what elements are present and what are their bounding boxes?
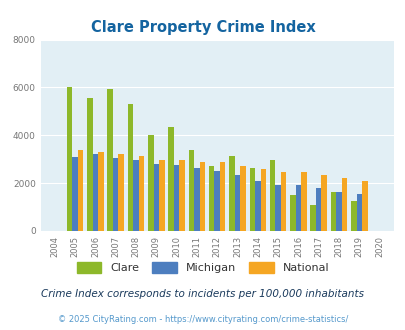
Bar <box>335 192 341 231</box>
Bar <box>159 160 164 231</box>
Bar <box>107 89 113 231</box>
Bar <box>269 160 275 231</box>
Bar <box>356 194 361 231</box>
Bar <box>179 160 184 231</box>
Bar <box>229 156 234 231</box>
Bar <box>220 162 225 231</box>
Bar <box>72 157 78 231</box>
Bar <box>133 160 139 231</box>
Bar <box>350 201 356 231</box>
Bar <box>173 165 179 231</box>
Bar <box>321 175 326 231</box>
Legend: Clare, Michigan, National: Clare, Michigan, National <box>71 256 334 279</box>
Bar <box>260 169 265 231</box>
Bar <box>275 185 280 231</box>
Bar <box>128 104 133 231</box>
Bar <box>254 181 260 231</box>
Bar <box>301 172 306 231</box>
Bar <box>341 178 346 231</box>
Bar <box>139 156 144 231</box>
Bar <box>209 166 214 231</box>
Bar <box>78 150 83 231</box>
Bar <box>199 162 205 231</box>
Bar <box>295 185 301 231</box>
Text: Crime Index corresponds to incidents per 100,000 inhabitants: Crime Index corresponds to incidents per… <box>41 289 364 299</box>
Text: Clare Property Crime Index: Clare Property Crime Index <box>90 20 315 35</box>
Bar <box>188 150 194 231</box>
Bar <box>290 195 295 231</box>
Bar <box>153 164 159 231</box>
Bar <box>168 127 173 231</box>
Bar <box>118 154 124 231</box>
Bar <box>310 205 315 231</box>
Bar <box>148 135 153 231</box>
Bar <box>194 168 199 231</box>
Bar <box>315 188 321 231</box>
Text: © 2025 CityRating.com - https://www.cityrating.com/crime-statistics/: © 2025 CityRating.com - https://www.city… <box>58 315 347 324</box>
Bar <box>113 157 118 231</box>
Bar <box>234 176 240 231</box>
Bar <box>98 152 103 231</box>
Bar <box>67 87 72 231</box>
Bar <box>214 171 220 231</box>
Bar <box>240 166 245 231</box>
Bar <box>330 192 335 231</box>
Bar <box>92 154 98 231</box>
Bar <box>249 168 254 231</box>
Bar <box>280 172 286 231</box>
Bar <box>87 98 92 231</box>
Bar <box>361 181 367 231</box>
